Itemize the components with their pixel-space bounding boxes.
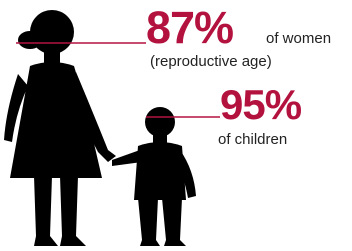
stat-value: 95% [220,81,302,128]
stat-value: 87% [146,2,233,53]
child-silhouette [112,107,196,246]
woman-silhouette [4,10,116,246]
infographic: 87% of women (reproductive age) 95% of c… [0,0,352,251]
stat-label: of women [266,30,331,47]
stat-sublabel: (reproductive age) [150,53,272,70]
stat-label: of children [218,131,287,148]
